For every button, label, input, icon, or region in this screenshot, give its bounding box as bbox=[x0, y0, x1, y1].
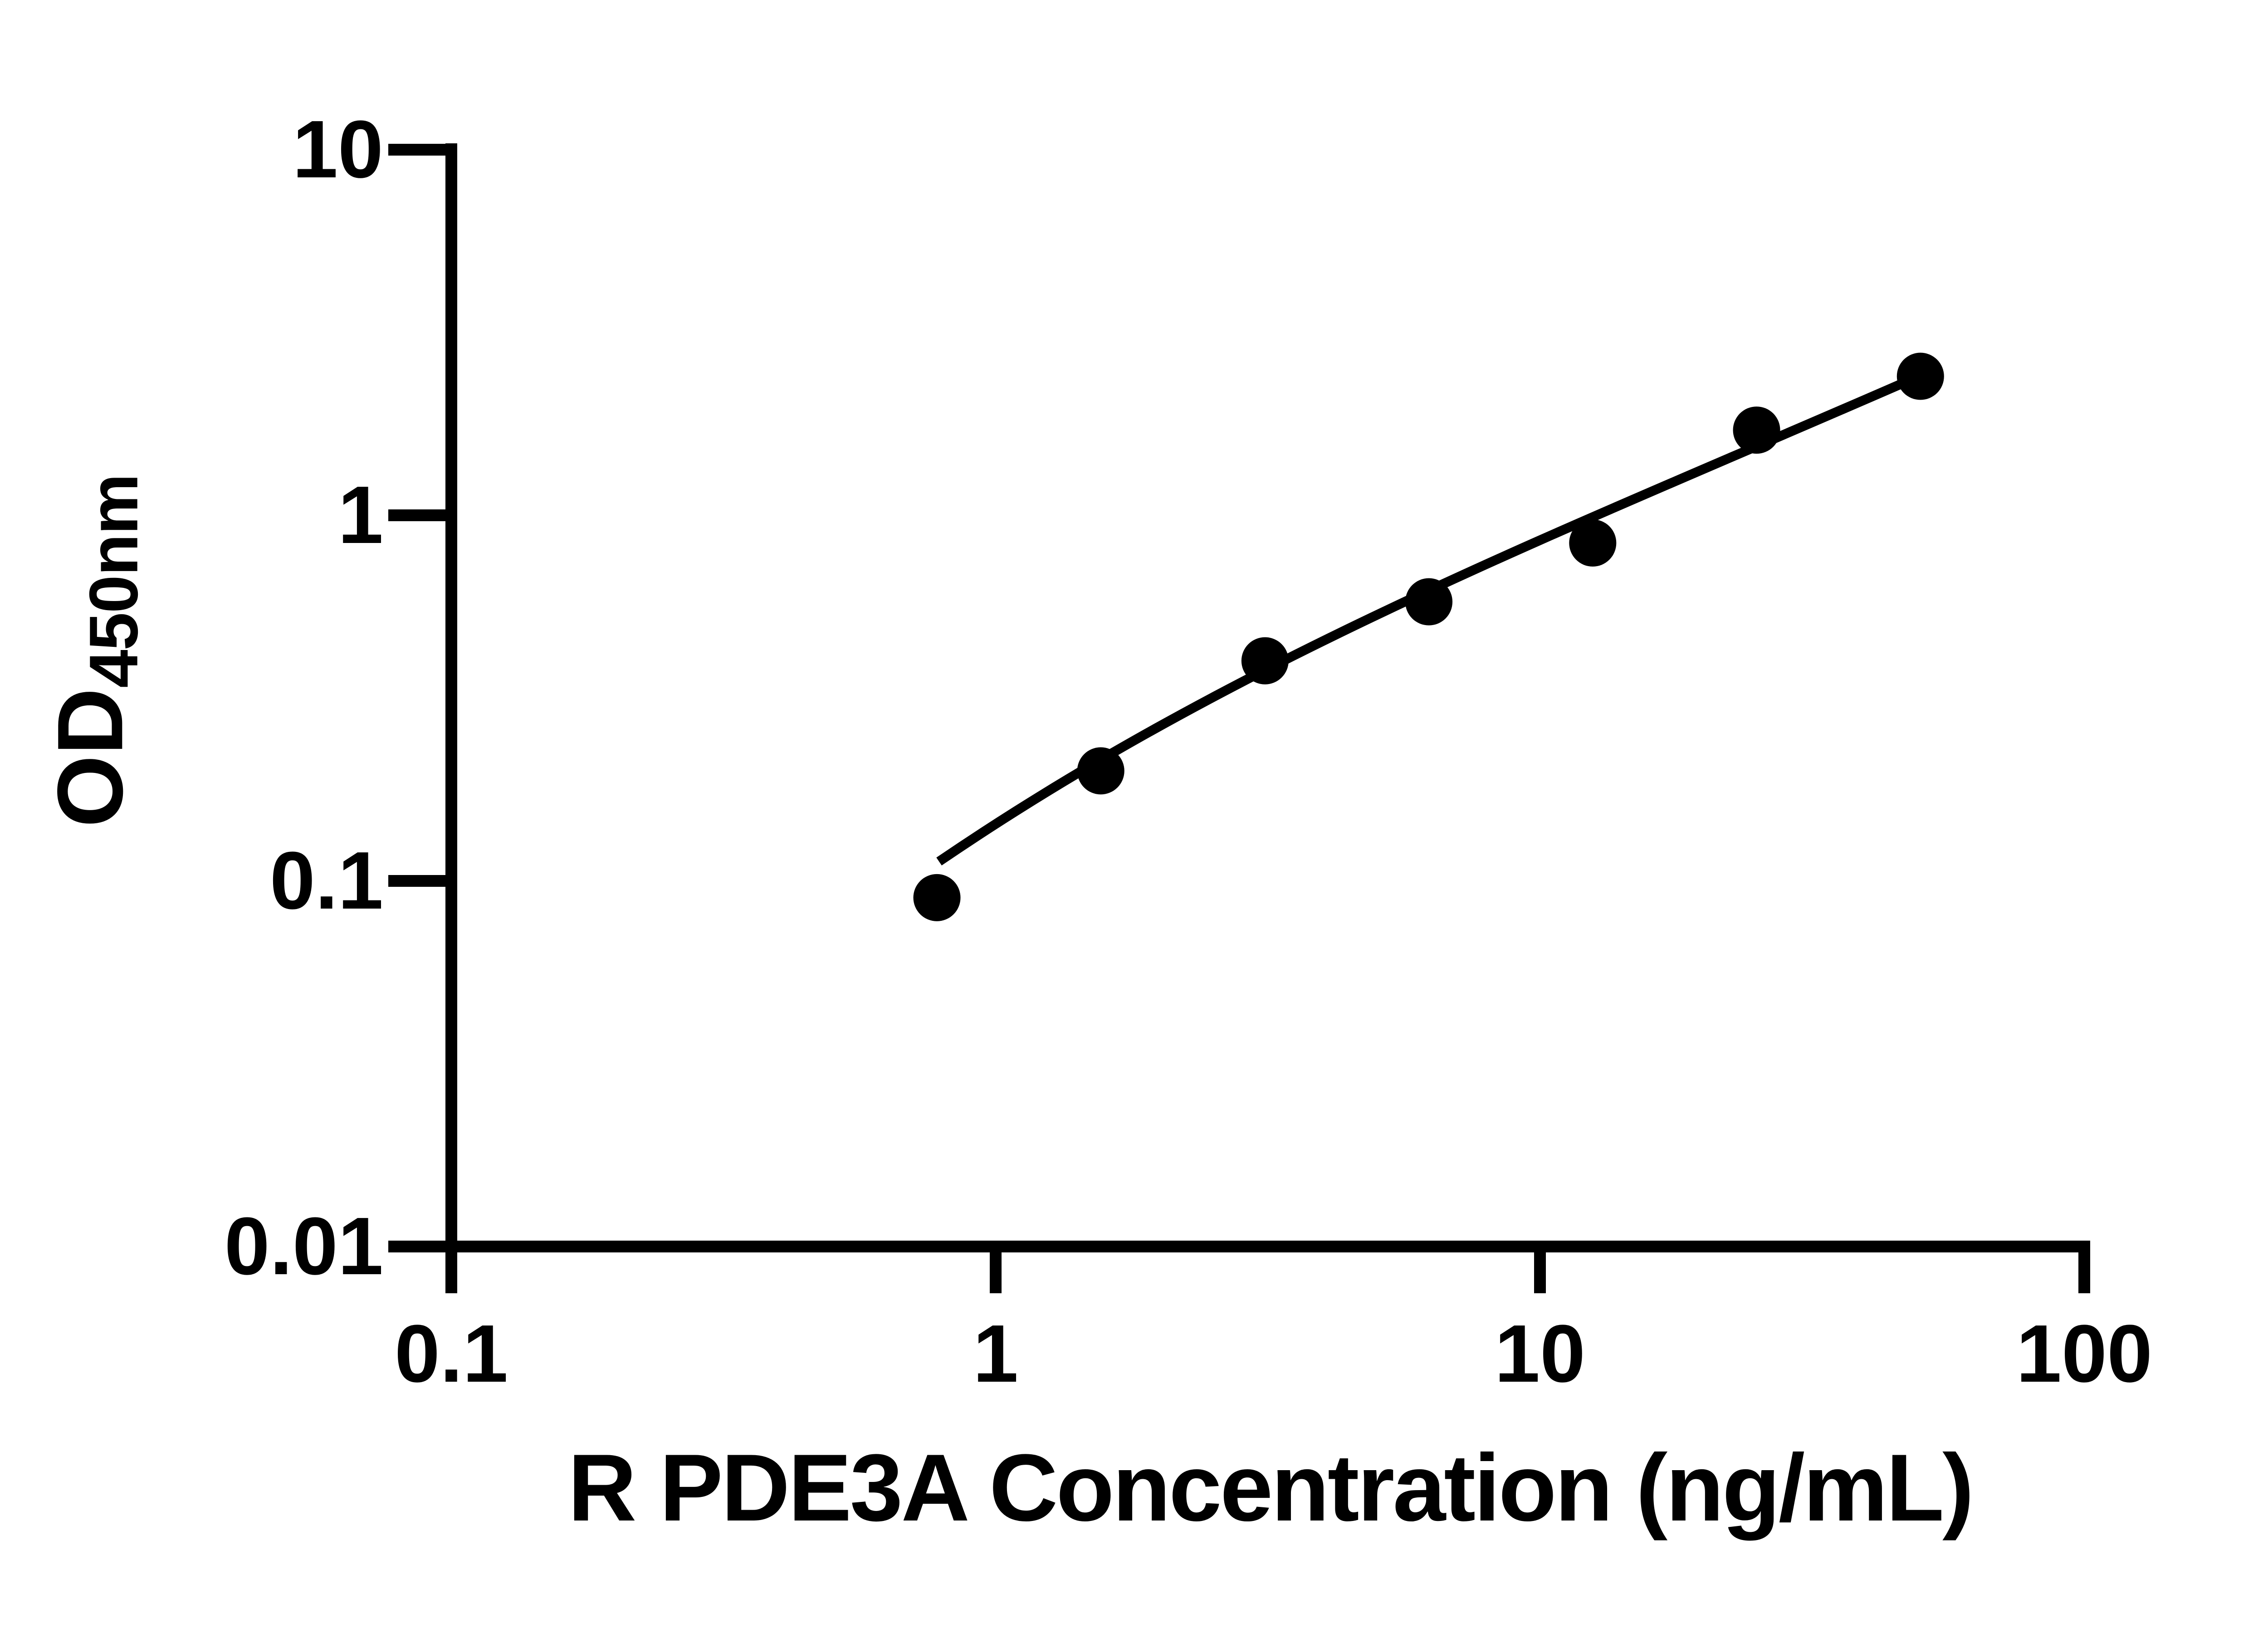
x-tick-label: 100 bbox=[2016, 1308, 2153, 1399]
x-tick-mark bbox=[1534, 1252, 1546, 1293]
y-axis-title-subscript: 450nm bbox=[75, 474, 152, 688]
x-tick-mark bbox=[2078, 1252, 2090, 1293]
y-axis-title: OD450nm bbox=[38, 474, 160, 827]
data-point bbox=[1733, 406, 1780, 454]
y-tick-label: 1 bbox=[337, 469, 383, 561]
y-axis-title-main: OD bbox=[38, 688, 142, 828]
x-tick-label: 1 bbox=[973, 1308, 1019, 1399]
x-tick-label: 0.1 bbox=[394, 1308, 508, 1399]
y-tick-label: 0.1 bbox=[269, 835, 383, 926]
y-tick-label: 10 bbox=[292, 104, 383, 195]
y-tick-mark bbox=[388, 509, 445, 521]
x-axis-line bbox=[388, 1241, 2090, 1252]
data-point bbox=[1077, 747, 1124, 795]
y-axis-line bbox=[445, 143, 457, 1252]
data-point bbox=[1405, 578, 1453, 626]
data-point bbox=[913, 874, 961, 921]
x-tick-label: 10 bbox=[1494, 1308, 1586, 1399]
x-tick-mark bbox=[445, 1252, 457, 1293]
y-tick-mark bbox=[388, 1241, 445, 1252]
x-axis-title: R PDE3A Concentration (ng/mL) bbox=[567, 1434, 1974, 1541]
y-tick-mark bbox=[388, 144, 445, 156]
data-point bbox=[1897, 352, 1944, 400]
y-tick-mark bbox=[388, 875, 445, 887]
data-point bbox=[1569, 519, 1617, 567]
x-tick-mark bbox=[990, 1252, 1002, 1293]
data-point bbox=[1241, 637, 1289, 684]
y-tick-label: 0.01 bbox=[224, 1201, 383, 1292]
